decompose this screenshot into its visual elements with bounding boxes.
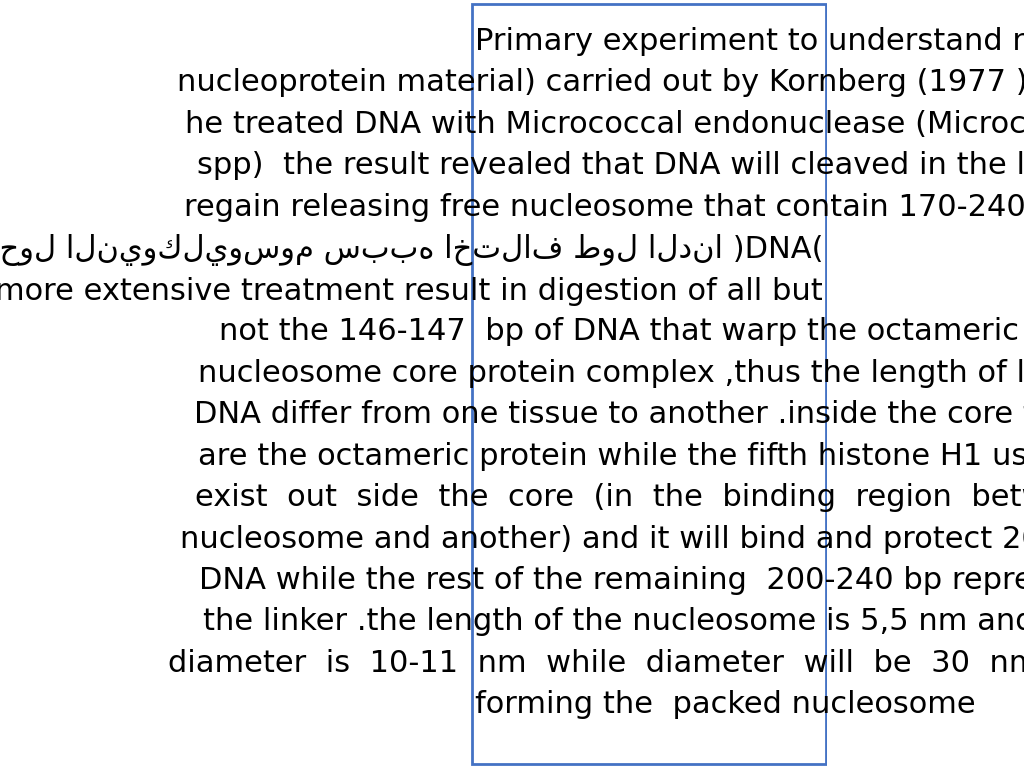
Text: not the 146-147  bp of DNA that warp the octameric   or: not the 146-147 bp of DNA that warp the … [219, 317, 1024, 346]
Text: diameter  is  10-11  nm  while  diameter  will  be  30  nm  after: diameter is 10-11 nm while diameter will… [168, 649, 1024, 678]
Text: are the octameric protein while the fifth histone H1 usually: are the octameric protein while the fift… [198, 442, 1024, 471]
Text: اختلاف طول الدنا الملتف حول النيوكليوسوم سببه اختلاف طول الدنا )DNA(: اختلاف طول الدنا الملتف حول النيوكليوسوم… [0, 234, 823, 266]
Text: spp)  the result revealed that DNA will cleaved in the linker: spp) the result revealed that DNA will c… [197, 151, 1024, 180]
Text: the linker .the length of the nucleosome is 5,5 nm and the: the linker .the length of the nucleosome… [203, 607, 1024, 637]
Text: الرابط .more extensive treatment result in digestion of all but: الرابط .more extensive treatment result … [0, 276, 823, 308]
Text: nucleosome and another) and it will bind and protect 20bp of: nucleosome and another) and it will bind… [179, 525, 1024, 554]
Text: nucleoprotein material) carried out by Kornberg (1977 ) when: nucleoprotein material) carried out by K… [177, 68, 1024, 98]
Text: he treated DNA with Micrococcal endonuclease (Micrococcus: he treated DNA with Micrococcal endonucl… [184, 110, 1024, 139]
Text: DNA while the rest of the remaining  200-240 bp represent: DNA while the rest of the remaining 200-… [199, 566, 1024, 595]
Text: forming the  packed nucleosome: forming the packed nucleosome [475, 690, 975, 720]
Text: exist  out  side  the  core  (in  the  binding  region  between: exist out side the core (in the binding … [195, 483, 1024, 512]
Text: DNA differ from one tissue to another .inside the core there: DNA differ from one tissue to another .i… [194, 400, 1024, 429]
Text: regain releasing free nucleosome that contain 170-240 bp of: regain releasing free nucleosome that co… [184, 193, 1024, 222]
Text: Primary experiment to understand nucleosome structure(as it is: Primary experiment to understand nucleos… [475, 27, 1024, 56]
Text: he treated DNA with Micrococcal endonuclease (Micrococcus: he treated DNA with Micrococcal endonucl… [184, 110, 1024, 139]
Text: nucleosome core protein complex ,thus the length of linker: nucleosome core protein complex ,thus th… [198, 359, 1024, 388]
